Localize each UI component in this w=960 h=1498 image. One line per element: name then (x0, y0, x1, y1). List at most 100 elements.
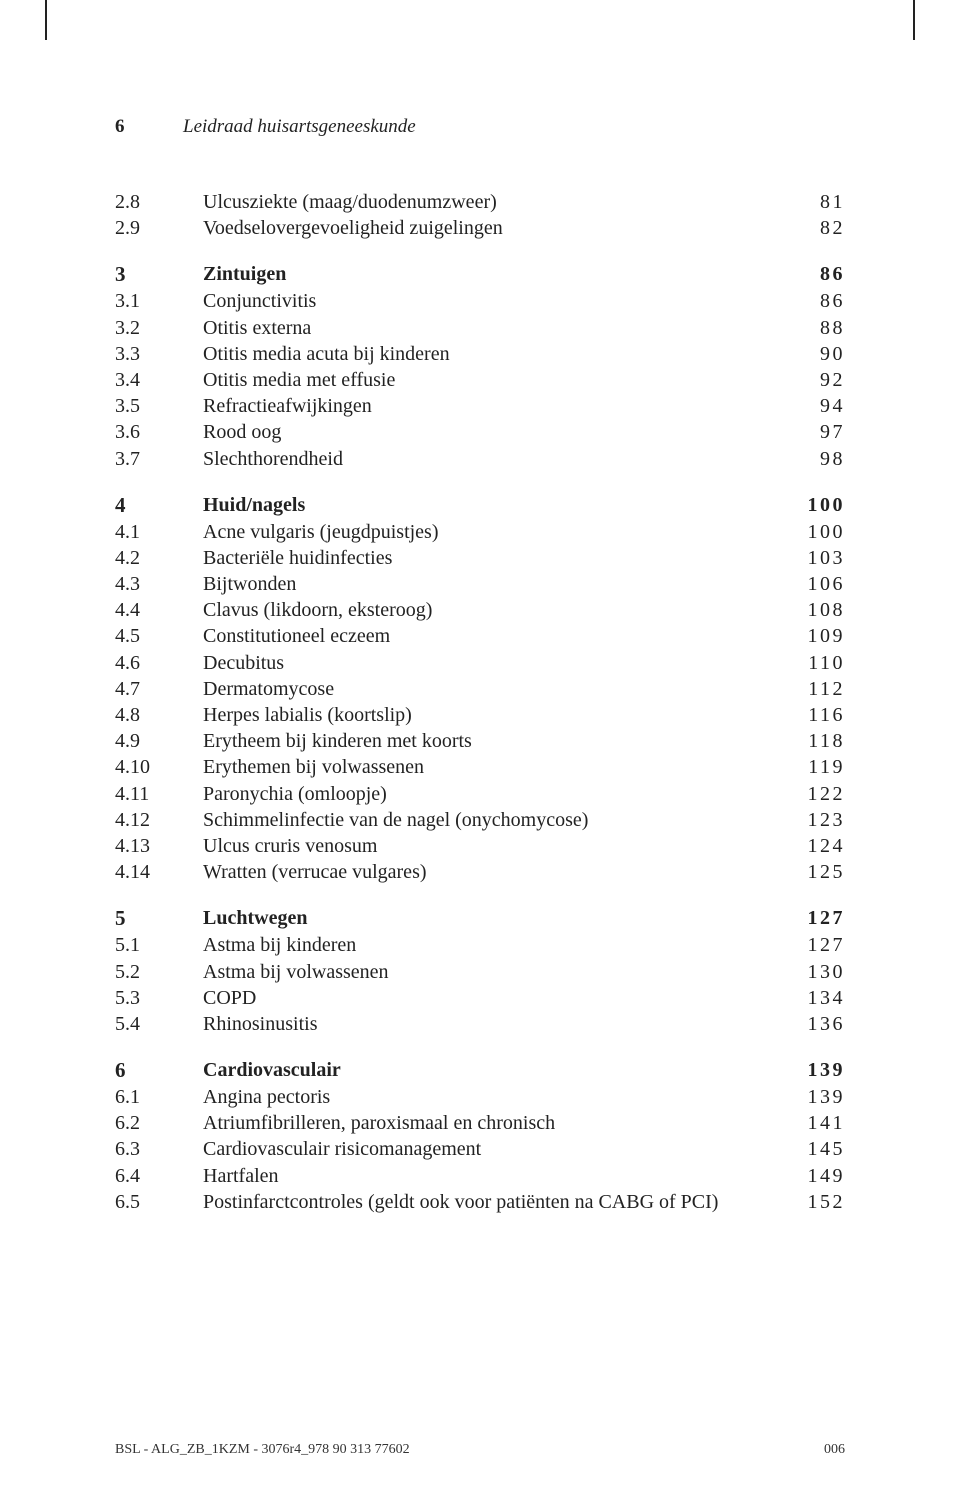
toc-entry-number: 6.5 (115, 1192, 203, 1212)
toc-entry-title: Refractieafwijkingen (203, 396, 785, 416)
toc-entry-number: 5.2 (115, 962, 203, 982)
toc-entry-title: Clavus (likdoorn, eksteroog) (203, 600, 785, 620)
toc-entry-page: 86 (785, 291, 845, 311)
toc-entry-number: 2.9 (115, 218, 203, 238)
toc-entry-number: 3.5 (115, 396, 203, 416)
toc-entry: 3.1Conjunctivitis86 (115, 291, 845, 311)
toc-entry-number: 4.6 (115, 653, 203, 673)
toc-entry: 3Zintuigen86 (115, 264, 845, 285)
toc-entry-page: 152 (785, 1192, 845, 1212)
toc-entry-page: 124 (785, 836, 845, 856)
toc-entry: 4.10Erythemen bij volwassenen119 (115, 757, 845, 777)
header-book-title: Leidraad huisartsgeneeskunde (183, 116, 416, 138)
toc-entry-page: 130 (785, 962, 845, 982)
toc-entry-title: Angina pectoris (203, 1087, 785, 1107)
toc-entry-number: 4.13 (115, 836, 203, 856)
toc-entry-number: 2.8 (115, 192, 203, 212)
toc-entry-title: Huid/nagels (203, 495, 785, 515)
toc-entry-page: 145 (785, 1139, 845, 1159)
toc-entry-title: Rood oog (203, 422, 785, 442)
toc-entry-number: 4.4 (115, 600, 203, 620)
toc-entry-page: 90 (785, 344, 845, 364)
toc-entry: 3.6Rood oog97 (115, 422, 845, 442)
toc-entry: 3.4Otitis media met effusie92 (115, 370, 845, 390)
toc-entry: 4Huid/nagels100 (115, 495, 845, 516)
toc-entry-title: Ulcusziekte (maag/duodenumzweer) (203, 192, 785, 212)
toc-entry-page: 100 (785, 522, 845, 542)
toc-entry-title: Astma bij kinderen (203, 935, 785, 955)
toc-entry: 4.1Acne vulgaris (jeugdpuistjes)100 (115, 522, 845, 542)
toc-entry-number: 6.4 (115, 1166, 203, 1186)
toc-entry: 5.4Rhinosinusitis136 (115, 1014, 845, 1034)
toc-entry-page: 81 (785, 192, 845, 212)
toc-entry: 4.9Erytheem bij kinderen met koorts118 (115, 731, 845, 751)
toc-entry-number: 4.11 (115, 784, 203, 804)
toc-entry-title: Acne vulgaris (jeugdpuistjes) (203, 522, 785, 542)
toc-entry-page: 149 (785, 1166, 845, 1186)
toc-entry-page: 118 (785, 731, 845, 751)
toc-entry-number: 3.4 (115, 370, 203, 390)
footer-left: BSL - ALG_ZB_1KZM - 3076r4_978 90 313 77… (115, 1442, 410, 1458)
page: 6 Leidraad huisartsgeneeskunde 2.8Ulcusz… (0, 0, 960, 1498)
toc-entry-title: Erytheem bij kinderen met koorts (203, 731, 785, 751)
toc-entry-title: Luchtwegen (203, 908, 785, 928)
toc-entry-page: 119 (785, 757, 845, 777)
toc-entry-page: 112 (785, 679, 845, 699)
toc-entry-number: 3.6 (115, 422, 203, 442)
toc-entry-number: 3.1 (115, 291, 203, 311)
toc-entry: 4.12Schimmelinfectie van de nagel (onych… (115, 810, 845, 830)
toc-entry-page: 123 (785, 810, 845, 830)
toc-entry-title: Zintuigen (203, 264, 785, 284)
page-footer: BSL - ALG_ZB_1KZM - 3076r4_978 90 313 77… (115, 1442, 845, 1458)
toc-entry-title: Schimmelinfectie van de nagel (onychomyc… (203, 810, 785, 830)
toc-entry: 3.7Slechthorendheid98 (115, 449, 845, 469)
toc-entry-title: Conjunctivitis (203, 291, 785, 311)
toc-entry: 4.7Dermatomycose112 (115, 679, 845, 699)
toc-entry: 5.2Astma bij volwassenen130 (115, 962, 845, 982)
toc-entry-number: 3.3 (115, 344, 203, 364)
toc-entry-page: 139 (785, 1060, 845, 1080)
toc-entry-page: 98 (785, 449, 845, 469)
toc-group: 2.8Ulcusziekte (maag/duodenumzweer)81 2.9… (115, 192, 845, 238)
toc-entry-page: 110 (785, 653, 845, 673)
toc-entry-page: 116 (785, 705, 845, 725)
toc-entry-page: 86 (785, 264, 845, 284)
toc-entry-page: 134 (785, 988, 845, 1008)
toc-entry: 3.5Refractieafwijkingen94 (115, 396, 845, 416)
toc-entry: 6.4Hartfalen149 (115, 1166, 845, 1186)
toc-entry-title: Slechthorendheid (203, 449, 785, 469)
toc-entry: 3.2Otitis externa88 (115, 318, 845, 338)
toc-entry: 5.1Astma bij kinderen127 (115, 935, 845, 955)
toc-entry-title: Otitis media acuta bij kinderen (203, 344, 785, 364)
crop-mark-top-left (45, 0, 47, 40)
toc-entry-title: Cardiovasculair risicomanagement (203, 1139, 785, 1159)
toc-entry-page: 122 (785, 784, 845, 804)
header-page-number: 6 (115, 116, 183, 138)
toc-entry-number: 6.2 (115, 1113, 203, 1133)
toc-entry-number: 4.1 (115, 522, 203, 542)
toc-group: 6Cardiovasculair1396.1Angina pectoris139… (115, 1060, 845, 1212)
toc-entry-page: 82 (785, 218, 845, 238)
toc-entry-page: 127 (785, 908, 845, 928)
toc-entry: 3.3Otitis media acuta bij kinderen90 (115, 344, 845, 364)
toc-entry-number: 3 (115, 264, 203, 285)
toc-entry-title: Hartfalen (203, 1166, 785, 1186)
toc-entry-title: Voedselovergevoeligheid zuigelingen (203, 218, 785, 238)
toc-entry-title: Erythemen bij volwassenen (203, 757, 785, 777)
toc-entry-number: 6.3 (115, 1139, 203, 1159)
toc-entry-title: Wratten (verrucae vulgares) (203, 862, 785, 882)
toc-entry-page: 127 (785, 935, 845, 955)
toc-entry: 4.3Bijtwonden106 (115, 574, 845, 594)
toc-entry-number: 3.2 (115, 318, 203, 338)
toc-group: 3Zintuigen863.1Conjunctivitis863.2Otitis… (115, 264, 845, 468)
toc-entry-page: 136 (785, 1014, 845, 1034)
toc-entry-number: 5.4 (115, 1014, 203, 1034)
toc-entry: 5.3COPD134 (115, 988, 845, 1008)
crop-mark-top-right (913, 0, 915, 40)
toc-entry-number: 5 (115, 908, 203, 929)
toc-group: 5Luchtwegen1275.1Astma bij kinderen1275.… (115, 908, 845, 1034)
toc-entry-page: 108 (785, 600, 845, 620)
toc-entry-page: 100 (785, 495, 845, 515)
toc-entry: 4.11Paronychia (omloopje)122 (115, 784, 845, 804)
toc-entry-number: 4.10 (115, 757, 203, 777)
